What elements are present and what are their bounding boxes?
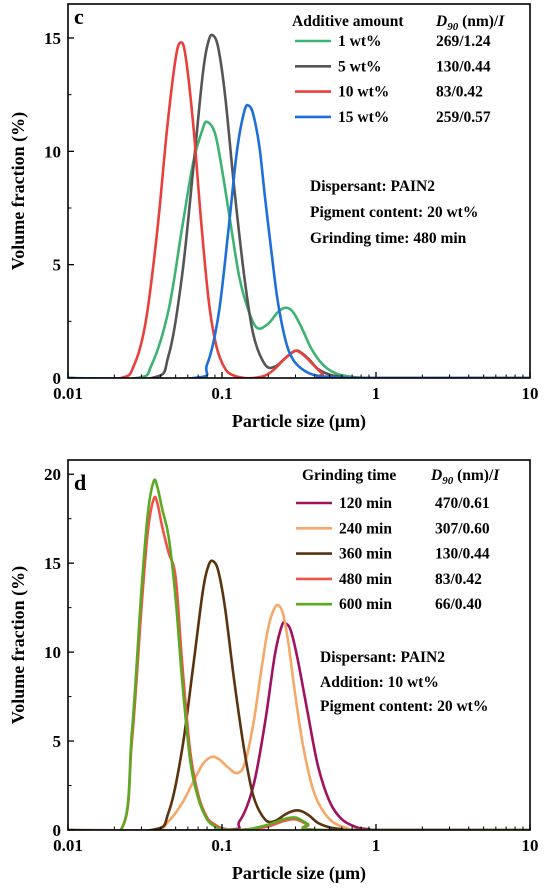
legend-value: 66/0.40 [435, 596, 482, 613]
x-tick-label: 0.1 [211, 836, 232, 855]
x-tick-label: 1 [372, 836, 381, 855]
legend-label: 600 min [339, 596, 392, 613]
legend-label: 1 wt% [338, 33, 381, 50]
legend-header: Additive amount [292, 13, 404, 30]
x-tick-label: 1 [372, 384, 381, 403]
legend-label: 360 min [339, 546, 392, 563]
legend-label: 5 wt% [338, 58, 381, 75]
series-line-600-min [68, 478, 530, 830]
y-tick-label: 5 [53, 732, 62, 751]
series-group [68, 478, 530, 830]
y-tick-label: 20 [44, 465, 61, 484]
y-tick-label: 10 [44, 142, 61, 161]
x-axis-label: Particle size (μm) [232, 411, 366, 432]
legend-header-d90: D90 (nm)/I [435, 13, 505, 33]
legend-label: 15 wt% [338, 109, 389, 126]
panel-label: c [74, 4, 84, 29]
series-line-1-wt- [68, 120, 530, 378]
legend-label: 10 wt% [338, 84, 389, 101]
legend-value: 83/0.42 [436, 84, 483, 101]
legend-value: 259/0.57 [436, 109, 491, 126]
y-tick-label: 0 [53, 369, 62, 388]
plot-frame [67, 459, 531, 831]
x-tick-label: 10 [522, 836, 539, 855]
annotation-text: Pigment content: 20 wt% [310, 204, 478, 221]
y-tick-label: 15 [44, 554, 61, 573]
y-tick-label: 10 [44, 643, 61, 662]
legend-value: 307/0.60 [435, 520, 490, 537]
y-tick-label: 5 [53, 256, 62, 275]
annotation-text: Grinding time: 480 min [310, 230, 467, 247]
x-tick-label: 0.1 [211, 384, 232, 403]
series-line-5-wt- [68, 33, 530, 378]
y-tick-label: 15 [44, 29, 61, 48]
annotation-text: Dispersant: PAIN2 [320, 649, 445, 666]
legend-label: 120 min [339, 495, 392, 512]
series-line-360-min [68, 559, 530, 830]
panel-label: d [74, 470, 86, 495]
chart-panel-c: 0.01 0.1 1 10 0 5 10 15 Particle size (μm) Volume… [8, 3, 539, 432]
legend-value: 470/0.61 [435, 495, 490, 512]
x-tick-label: 0.01 [53, 836, 83, 855]
legend-value: 130/0.44 [435, 546, 490, 563]
annotation-text: Pigment content: 20 wt% [320, 698, 488, 715]
legend-label: 240 min [339, 520, 392, 537]
plot-frame [67, 3, 531, 379]
legend-header: Grinding time [302, 467, 396, 484]
series-line-10-wt- [68, 41, 530, 378]
legend-value: 269/1.24 [436, 33, 491, 50]
annotation-text: Dispersant: PAIN2 [310, 178, 435, 195]
y-tick-label: 0 [53, 821, 62, 840]
y-axis-label: Volume fraction (%) [8, 566, 29, 724]
annotation-text: Addition: 10 wt% [320, 674, 439, 691]
x-tick-label: 10 [522, 384, 539, 403]
chart-panel-d: 0.01 0.1 1 10 0 5 10 15 20 Particle size (μm) Volu… [8, 459, 539, 884]
x-axis-label: Particle size (μm) [232, 863, 366, 884]
legend-value: 83/0.42 [435, 571, 482, 588]
x-tick-label: 0.01 [53, 384, 83, 403]
legend-label: 480 min [339, 571, 392, 588]
legend-value: 130/0.44 [436, 58, 491, 75]
y-axis-label: Volume fraction (%) [8, 112, 29, 270]
legend-header-d90: D90 (nm)/I [430, 467, 500, 487]
series-line-120-min [68, 620, 530, 830]
